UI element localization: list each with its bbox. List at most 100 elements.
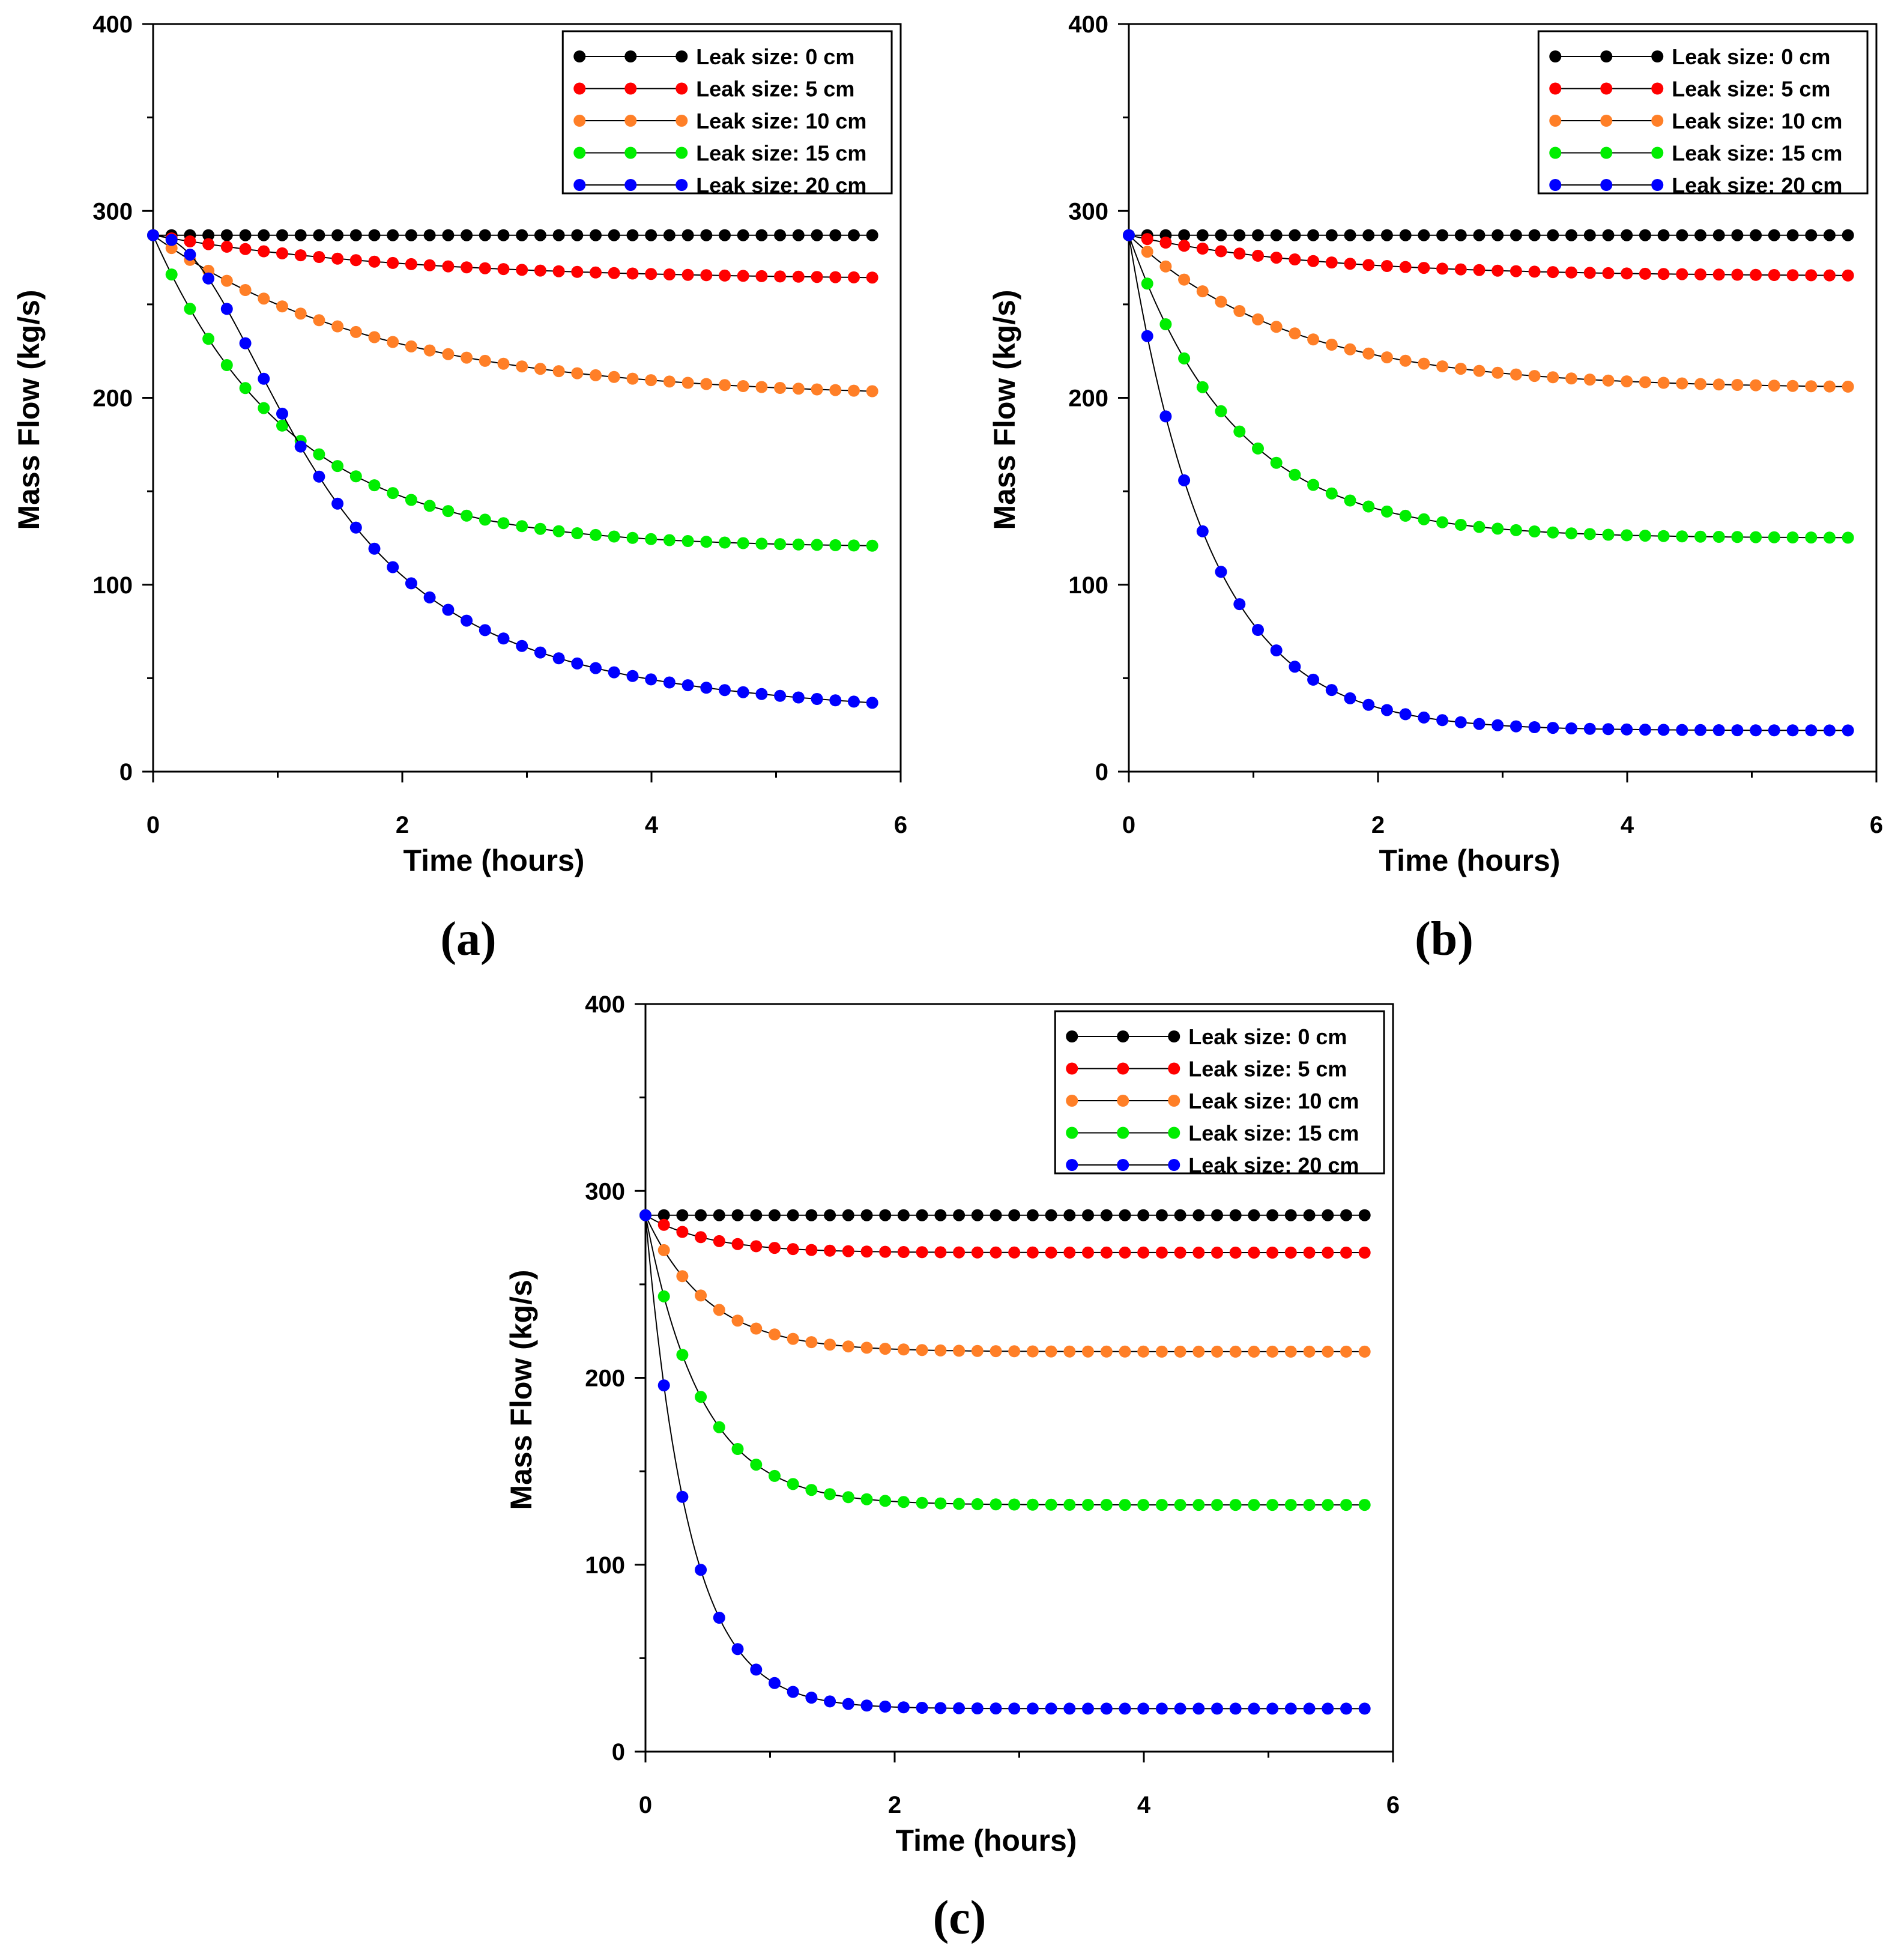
series-line (1128, 234, 1848, 387)
data-point (1119, 1702, 1131, 1715)
data-point (695, 1564, 707, 1576)
x-tick-label: 2 (888, 1792, 901, 1818)
series-2 (639, 1209, 1371, 1358)
series-1 (639, 1209, 1371, 1259)
data-point (737, 537, 749, 549)
data-point (202, 229, 215, 241)
data-point (1621, 229, 1633, 241)
data-point (990, 1702, 1002, 1715)
data-point (1712, 378, 1725, 391)
data-point (1492, 229, 1504, 241)
data-point (1284, 1702, 1297, 1715)
series-3 (1123, 229, 1854, 544)
data-point (645, 229, 657, 241)
data-point (1008, 1209, 1021, 1221)
data-point (1026, 1246, 1039, 1259)
data-point (787, 1478, 799, 1490)
data-point (713, 1235, 725, 1247)
data-point (695, 1391, 707, 1403)
data-point (294, 249, 307, 262)
data-point (860, 1699, 873, 1712)
data-point (590, 528, 602, 541)
data-point (461, 351, 473, 364)
data-point (1178, 352, 1191, 364)
data-point (1119, 1499, 1131, 1511)
data-point (1307, 479, 1320, 491)
data-point (1362, 229, 1375, 241)
data-point (349, 254, 362, 267)
data-point (1602, 528, 1615, 541)
data-point (866, 229, 878, 241)
data-point (713, 1421, 725, 1433)
data-point (534, 229, 546, 241)
legend-label: Leak size: 5 cm (1672, 77, 1830, 101)
data-point (258, 372, 270, 385)
y-tick-label: 400 (1068, 11, 1108, 38)
data-point (824, 1209, 836, 1221)
x-tick-label: 4 (1137, 1792, 1151, 1818)
data-point (423, 259, 436, 271)
series-line (153, 235, 872, 546)
legend-marker (1117, 1127, 1129, 1139)
data-point (1676, 377, 1688, 390)
data-point (866, 385, 878, 398)
data-point (1082, 1499, 1094, 1511)
data-point (1082, 1246, 1094, 1259)
legend-marker (573, 147, 586, 159)
data-point (1621, 529, 1633, 542)
legend-marker (573, 115, 586, 127)
y-tick-label: 100 (1068, 572, 1108, 599)
data-point (1418, 513, 1430, 525)
panel-caption: (c) (933, 1892, 987, 1944)
data-point (258, 292, 270, 305)
data-point (1358, 1209, 1371, 1221)
data-point (497, 263, 510, 276)
data-point (1270, 456, 1283, 469)
data-point (1602, 723, 1615, 736)
data-point (423, 229, 436, 241)
data-point (331, 460, 344, 473)
data-point (590, 662, 602, 674)
data-point (349, 521, 362, 534)
data-point (1289, 327, 1301, 340)
data-point (1583, 229, 1596, 241)
data-point (1008, 1702, 1021, 1715)
data-point (682, 268, 694, 281)
data-point (971, 1498, 984, 1510)
data-point (645, 533, 657, 545)
data-point (1565, 229, 1577, 241)
data-point (239, 284, 252, 296)
data-point (1211, 1247, 1223, 1259)
series-0 (1123, 229, 1854, 241)
legend-label: Leak size: 10 cm (696, 109, 866, 133)
data-point (1322, 1702, 1334, 1715)
data-point (497, 229, 510, 241)
data-point (1196, 243, 1209, 255)
legend-marker (675, 179, 688, 191)
data-point (1307, 229, 1320, 241)
data-point (1362, 500, 1375, 513)
data-point (626, 670, 639, 682)
legend-marker (1168, 1127, 1180, 1139)
data-point (1155, 1499, 1168, 1511)
data-point (1155, 1246, 1168, 1259)
data-point (258, 245, 270, 258)
legend-label: Leak size: 10 cm (1188, 1089, 1359, 1113)
data-point (713, 1209, 725, 1221)
x-tick-label: 2 (396, 812, 409, 838)
data-point (700, 682, 713, 694)
data-point (220, 303, 233, 315)
series-line (1128, 235, 1848, 731)
data-point (1786, 269, 1799, 282)
data-point (1340, 1499, 1352, 1511)
legend-marker (1066, 1095, 1078, 1107)
data-point (879, 1701, 892, 1713)
data-point (1602, 229, 1615, 241)
data-point (1100, 1499, 1113, 1511)
data-point (1270, 252, 1283, 264)
data-point (755, 381, 768, 393)
data-point (848, 384, 860, 397)
data-point (1325, 684, 1338, 697)
data-point (1510, 720, 1522, 733)
legend-label: Leak size: 5 cm (696, 77, 854, 101)
